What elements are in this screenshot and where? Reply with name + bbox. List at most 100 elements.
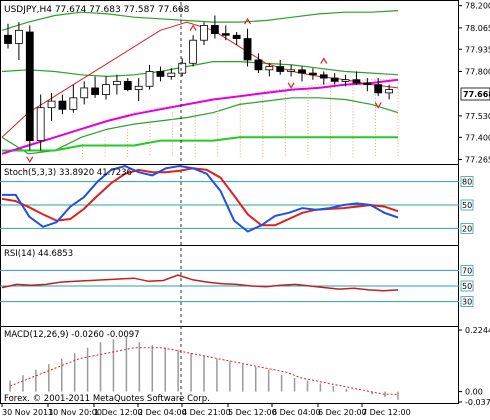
stoch-signal-line: [1, 167, 399, 227]
level-badge: [460, 222, 474, 234]
macd-tick-label: 0.00: [465, 388, 483, 397]
level-label: 50: [462, 282, 472, 291]
rsi-label: RSI(14) 44.6853: [4, 249, 73, 259]
support-channel-polyline: [2, 136, 398, 152]
symbol-header: USDJPY,H4 77.674 77.683 77.587 77.668: [4, 5, 190, 15]
price-tick-label: 77.935: [465, 45, 490, 54]
candle-body: [341, 79, 350, 82]
current-price-badge: [460, 87, 490, 101]
fractal-down-marker: [26, 156, 34, 163]
current-price-value: 77.668: [463, 90, 490, 99]
level-badge: [460, 199, 474, 211]
level-label: 30: [462, 298, 472, 307]
candle-body: [25, 31, 34, 142]
price-tick-label: 77.800: [465, 67, 490, 76]
time-tick-label: 30 Nov 2011: [2, 408, 53, 417]
candle-body: [287, 69, 296, 72]
time-tick-label: 4 Dec 21:00: [182, 408, 231, 417]
bollinger-upper-line: [1, 10, 399, 31]
macd-label: MACD(12,26,9) -0.0260 -0.0097: [4, 330, 140, 340]
candle-body: [156, 71, 165, 77]
candle-body: [265, 66, 274, 71]
candle-body: [112, 80, 121, 86]
chart-frame: [0, 0, 459, 404]
candlesticks[interactable]: [4, 15, 394, 151]
candle-body: [308, 72, 317, 76]
time-tick-label: 7 Dec 12:00: [362, 408, 411, 417]
stoch-label: Stoch(5,3,3) 33.8920 41.7236: [4, 168, 132, 178]
candle-body: [123, 80, 132, 90]
price-tick-label: 78.200: [465, 2, 490, 11]
candle-body: [80, 87, 89, 99]
candle-body: [298, 69, 306, 74]
candle-body: [352, 79, 361, 84]
candle-body: [14, 29, 23, 44]
time-tick-label: 6 Dec 20:00: [318, 408, 367, 417]
candle-body: [319, 74, 328, 79]
level-badge: [460, 176, 474, 188]
level-label: 20: [462, 224, 472, 233]
candle-body: [91, 87, 100, 95]
price-tick-label: 77.530: [465, 112, 490, 121]
candle-body: [145, 71, 154, 87]
level-label: 50: [462, 201, 472, 210]
bollinger-lower-line: [1, 97, 399, 155]
candle-body: [243, 38, 252, 61]
bollinger-middle-line: [1, 60, 399, 78]
level-badge: [460, 296, 474, 308]
copyright-watermark: Forex. © 2001-2011 MetaQuotes Software C…: [4, 394, 210, 404]
time-tick-label: 6 Dec 04:00: [272, 408, 321, 417]
time-tick-label: 5 Dec 12:00: [228, 408, 277, 417]
moving-average-magenta: [1, 78, 399, 155]
macd-tick-label: 0.2244: [465, 326, 490, 335]
support-channel-line: [2, 136, 398, 152]
candle-body: [189, 39, 198, 64]
rsi-line: [1, 274, 399, 292]
fractal-up-marker: [244, 17, 252, 25]
candle-body: [102, 84, 110, 95]
fractal-down-marker: [374, 102, 382, 109]
candle-body: [4, 34, 12, 44]
macd-tick-label: -0.0379: [465, 398, 490, 407]
candle-body: [210, 24, 219, 35]
candle-body: [69, 97, 78, 110]
fractal-up-marker: [189, 24, 197, 31]
macd-subwindow: 0.2244 0.00-0.0379: [9, 326, 490, 407]
candle-body: [363, 82, 372, 86]
bollinger-bands: [1, 10, 399, 155]
candle-body: [221, 33, 230, 36]
price-axis: 78.200 78.065 77.935 77.800 77.530 77.400 77.2…: [459, 2, 490, 165]
fractal-up-marker: [320, 57, 328, 64]
macd-signal-line: [9, 347, 398, 395]
stochastic-subwindow: 80 50 20: [0, 164, 474, 234]
candle-body: [276, 66, 285, 72]
price-tick-label: 77.400: [465, 133, 490, 142]
candle-body: [330, 77, 339, 82]
level-badge: [460, 280, 474, 292]
candle-body: [254, 59, 263, 71]
fractal-markers: [26, 17, 382, 163]
candle-body: [385, 89, 394, 94]
level-badge: [460, 264, 474, 276]
candle-body: [134, 85, 143, 90]
level-label: 70: [462, 266, 472, 275]
candle-body: [178, 62, 187, 74]
candle-body: [58, 100, 67, 110]
stoch-main-line: [2, 164, 399, 233]
candle-body: [36, 107, 45, 142]
time-tick-label: 30 Nov 20:00: [48, 408, 102, 417]
level-label: 80: [462, 178, 472, 187]
price-tick-label: 78.065: [465, 24, 490, 33]
candle-body: [167, 72, 176, 77]
time-tick-label: 2 Dec 04:00: [138, 408, 187, 417]
fractal-down-marker: [287, 82, 295, 89]
rsi-subwindow: 70 50 30: [0, 264, 474, 308]
time-tick-label: 1 Dec 12:00: [94, 408, 143, 417]
candle-body: [47, 100, 56, 109]
candle-body: [232, 34, 241, 39]
candle-body: [200, 24, 208, 41]
candle-body: [374, 84, 383, 94]
price-tick-label: 77.265: [465, 156, 490, 165]
